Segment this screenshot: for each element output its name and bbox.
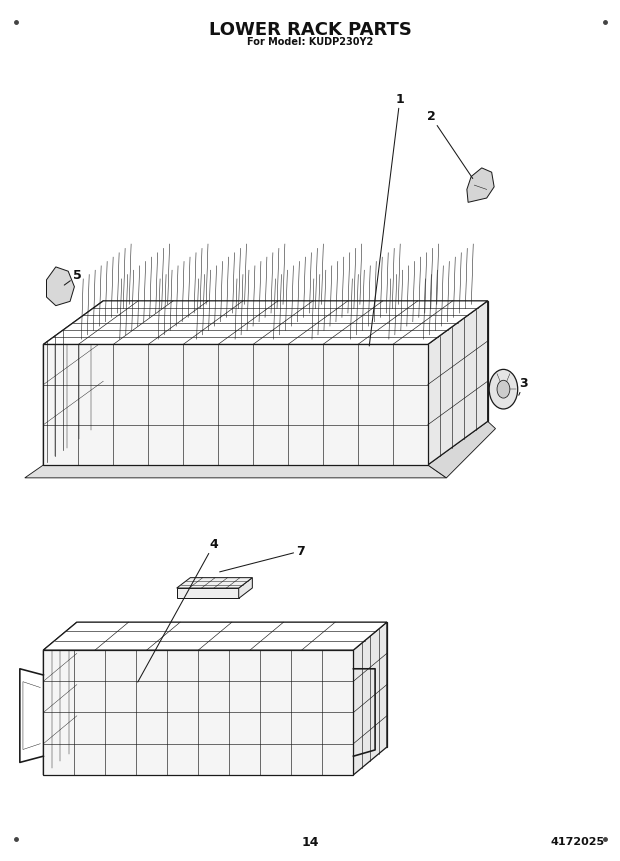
Polygon shape <box>43 623 387 650</box>
Polygon shape <box>177 588 239 598</box>
Polygon shape <box>77 623 387 747</box>
Polygon shape <box>428 421 495 478</box>
Text: 7: 7 <box>219 544 305 572</box>
Polygon shape <box>43 623 77 775</box>
Polygon shape <box>43 300 104 465</box>
Text: 2: 2 <box>427 109 473 178</box>
Polygon shape <box>239 578 252 598</box>
Text: 4172025: 4172025 <box>551 837 604 847</box>
Text: For Model: KUDP230Y2: For Model: KUDP230Y2 <box>247 37 373 47</box>
Polygon shape <box>177 578 252 588</box>
Text: 1: 1 <box>370 92 404 346</box>
Polygon shape <box>46 267 74 306</box>
Text: 14: 14 <box>301 835 319 849</box>
Circle shape <box>497 381 510 398</box>
Polygon shape <box>43 650 353 775</box>
Text: 3: 3 <box>519 376 528 395</box>
Polygon shape <box>467 168 494 202</box>
Polygon shape <box>43 300 488 344</box>
Polygon shape <box>428 300 488 465</box>
Text: 5: 5 <box>64 269 82 285</box>
Polygon shape <box>104 300 488 421</box>
Polygon shape <box>43 344 428 465</box>
Polygon shape <box>353 623 387 775</box>
Text: LOWER RACK PARTS: LOWER RACK PARTS <box>208 21 412 39</box>
Polygon shape <box>25 465 446 478</box>
Text: 4: 4 <box>138 537 218 682</box>
Text: eReplacementParts.com: eReplacementParts.com <box>238 425 382 439</box>
Circle shape <box>489 369 518 409</box>
